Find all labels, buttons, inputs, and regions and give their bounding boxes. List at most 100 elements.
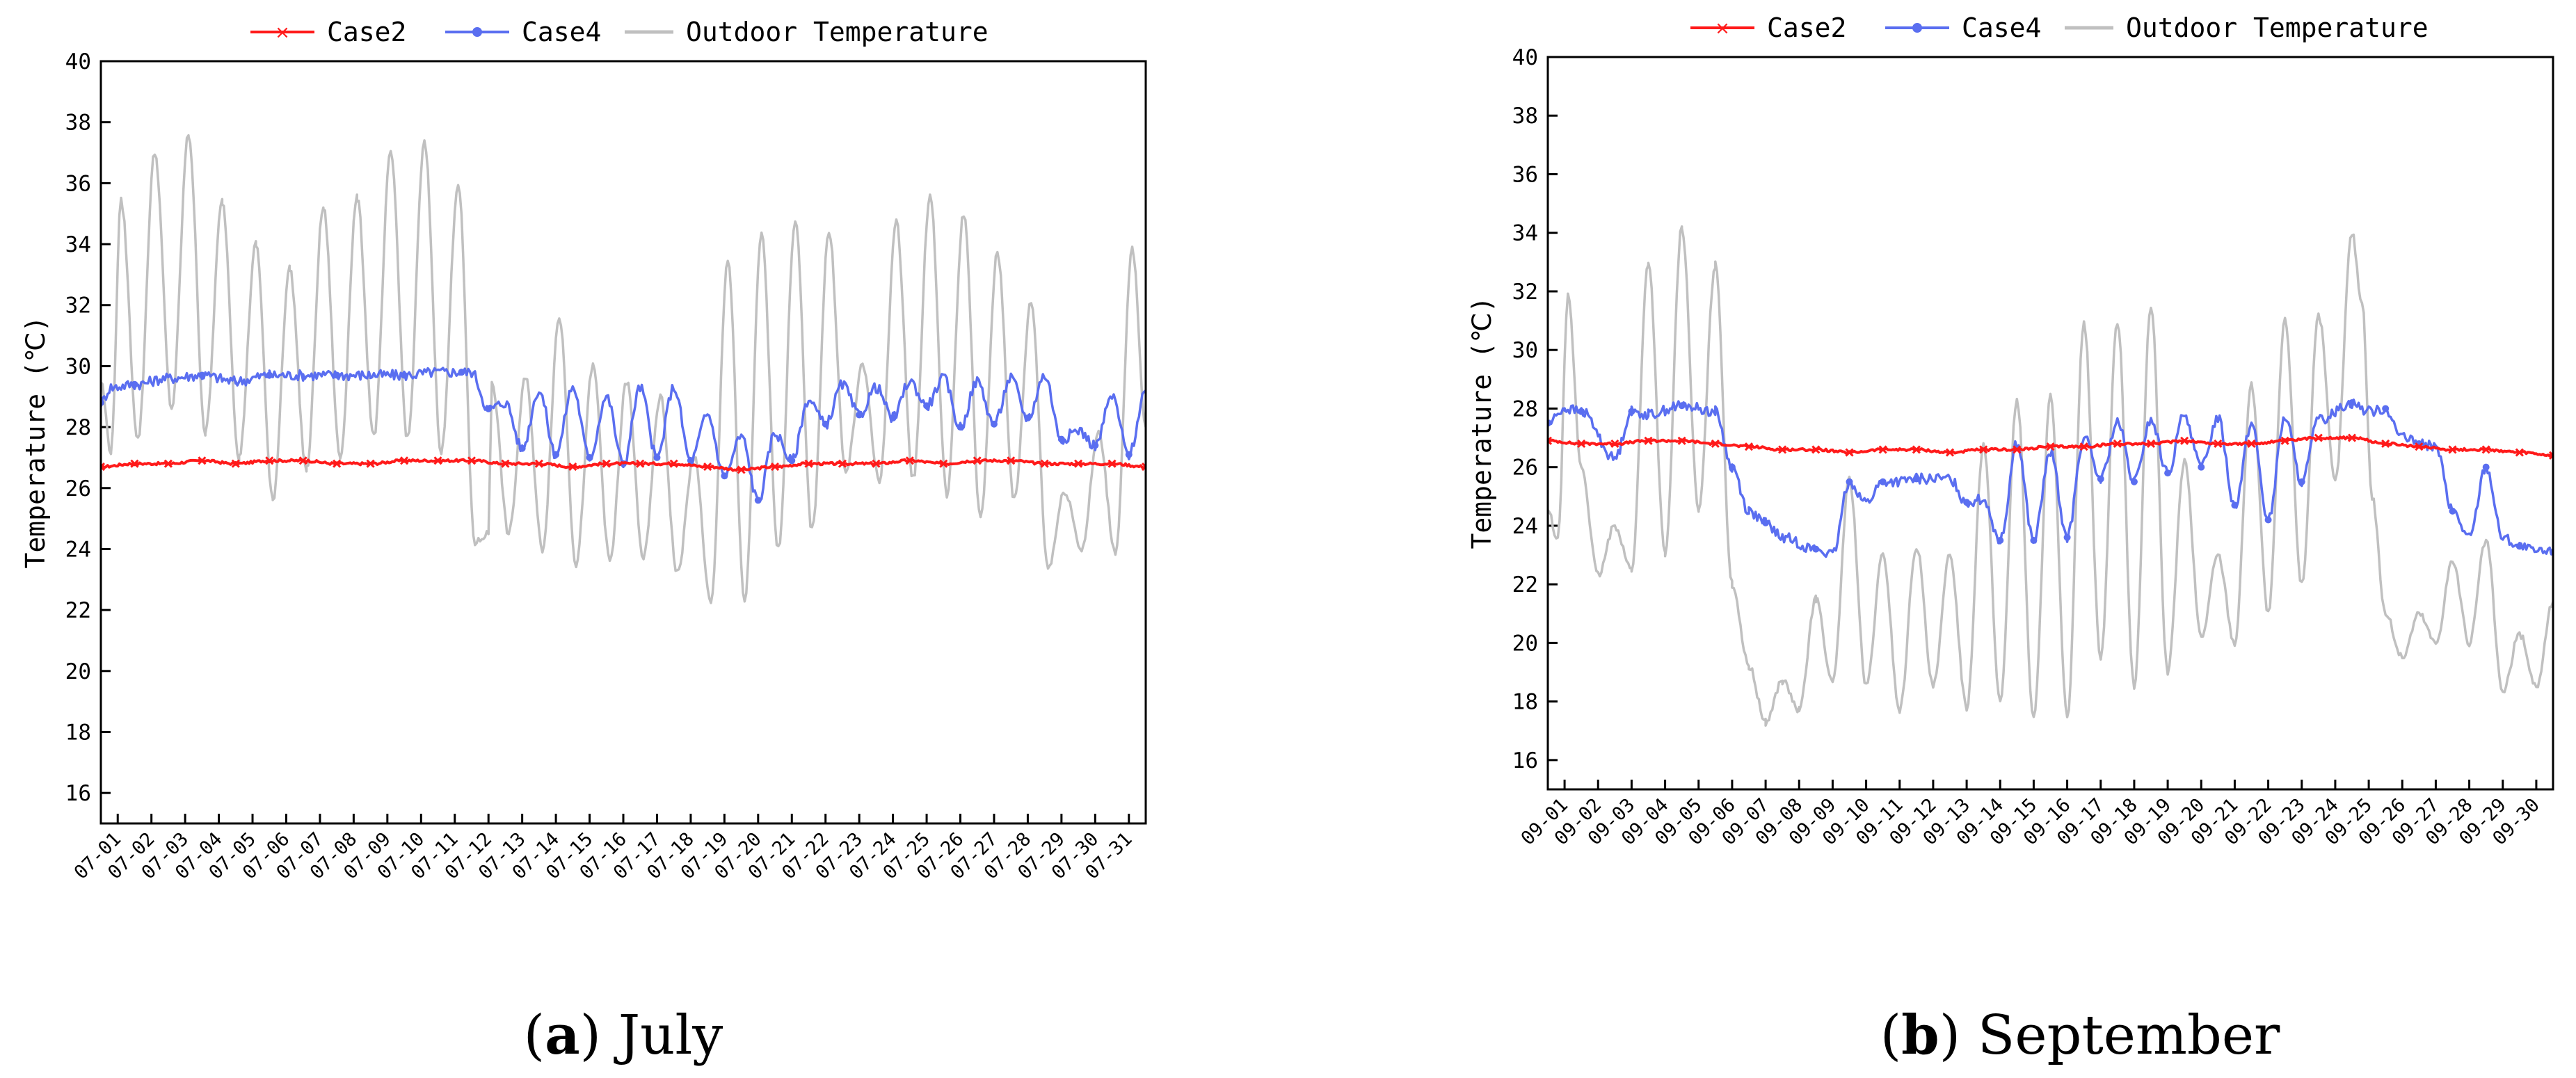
case4-point — [653, 453, 661, 461]
series-line-outdoor-temperature — [1548, 225, 2553, 727]
case2-point — [568, 462, 577, 472]
case2-point — [333, 459, 342, 468]
case4-point — [1578, 408, 1585, 415]
case4-point — [754, 497, 762, 504]
legend-case4-marker — [472, 27, 482, 37]
case2-point — [2280, 436, 2289, 445]
case4-point — [856, 411, 863, 419]
case2-point — [2013, 445, 2022, 454]
y-tick-label: 20 — [1512, 631, 1538, 656]
y-tick-label: 16 — [65, 781, 91, 806]
case4-point — [2482, 463, 2490, 471]
case2-point — [1811, 445, 1821, 454]
case4-point — [2097, 475, 2104, 483]
case4-point — [1125, 451, 1133, 458]
case2-point — [1677, 436, 1686, 445]
case2-point — [602, 459, 611, 468]
case4-point — [2030, 536, 2038, 544]
case4-point — [1678, 402, 1686, 410]
case4-point — [266, 371, 273, 379]
y-tick-label: 34 — [1512, 221, 1538, 246]
case2-point — [804, 459, 813, 468]
case2-point — [1141, 462, 1146, 472]
plot-frame — [99, 60, 1147, 825]
caption-month: September — [1978, 1004, 2280, 1067]
case2-point — [400, 456, 409, 465]
y-tick-label: 36 — [65, 171, 91, 196]
case2-point — [2046, 442, 2055, 451]
case4-point — [687, 457, 694, 465]
case2-point — [669, 459, 678, 468]
case4-point — [1879, 478, 1887, 485]
legend-label-outdoor: Outdoor Temperature — [2126, 13, 2429, 43]
case2-point — [534, 459, 543, 468]
case4-point — [1762, 519, 1770, 526]
y-axis-label: Temperature (℃) — [1466, 297, 1497, 549]
case2-point — [703, 462, 712, 472]
case4-point — [131, 380, 138, 388]
case2-point — [265, 456, 274, 465]
case2-point — [231, 459, 240, 468]
case4-point — [401, 371, 408, 379]
case2-point — [2415, 442, 2424, 451]
legend-case4-marker — [1912, 23, 1922, 33]
case4-point — [586, 453, 593, 461]
case2-point — [2214, 439, 2223, 449]
y-tick-label: 40 — [65, 49, 91, 74]
case2-point — [1548, 436, 1553, 445]
y-tick-label: 22 — [65, 598, 91, 623]
case2-point — [1979, 445, 1988, 454]
legend-label-outdoor: Outdoor Temperature — [686, 17, 989, 47]
case2-point — [838, 459, 847, 468]
y-tick-label: 30 — [65, 354, 91, 379]
case2-point — [2113, 439, 2122, 449]
case4-point — [990, 420, 998, 428]
case2-point — [1610, 439, 1619, 449]
case2-point — [905, 456, 914, 465]
y-tick-label: 36 — [1512, 162, 1538, 187]
case4-point — [788, 457, 796, 465]
case2-point — [2146, 439, 2156, 449]
case2-point — [467, 456, 477, 465]
series-line-case2 — [101, 458, 1146, 472]
panel-caption: (b) September — [1880, 1004, 2280, 1067]
case4-point — [198, 371, 206, 379]
case2-point — [1744, 442, 1754, 451]
case4-point — [1997, 536, 2004, 544]
case4-point — [822, 420, 829, 428]
case2-point — [298, 456, 307, 465]
case4-point — [2198, 463, 2205, 471]
case2-point — [737, 465, 746, 474]
case2-point — [1007, 456, 1016, 465]
case2-point — [2481, 445, 2490, 454]
legend-label-case2: Case2 — [1767, 13, 1846, 43]
y-tick-label: 32 — [65, 293, 91, 319]
case2-point — [433, 456, 442, 465]
case4-point — [923, 402, 931, 410]
case4-point — [458, 369, 465, 376]
case2-point — [1778, 445, 1787, 454]
case4-point — [889, 414, 897, 421]
y-tick-label: 32 — [1512, 280, 1538, 305]
case2-point — [2548, 451, 2553, 460]
case2-point — [2381, 439, 2390, 449]
case4-point — [2298, 478, 2305, 485]
case2-point — [1107, 459, 1117, 468]
case4-point — [518, 444, 526, 452]
case2-point — [1577, 439, 1586, 449]
y-tick-label: 38 — [65, 111, 91, 136]
case4-point — [2130, 478, 2138, 485]
case2-point — [2515, 448, 2524, 457]
case2-point — [1040, 459, 1049, 468]
case2-point — [501, 459, 510, 468]
legend-case2-marker: × — [275, 22, 290, 43]
case2-point — [1074, 459, 1083, 468]
legend: × Case2 Case4 Outdoor Temperature — [250, 17, 989, 47]
y-axis-ticks: 16 18 20 22 24 26 28 30 32 34 36 38 40 — [65, 49, 111, 806]
case2-point — [1945, 448, 1955, 457]
legend: × Case2 Case4 Outdoor Temperature — [1690, 13, 2429, 43]
series-line-case4 — [1548, 399, 2553, 558]
panel-caption: (a) July — [524, 1004, 723, 1067]
legend-label-case4: Case4 — [522, 17, 601, 47]
